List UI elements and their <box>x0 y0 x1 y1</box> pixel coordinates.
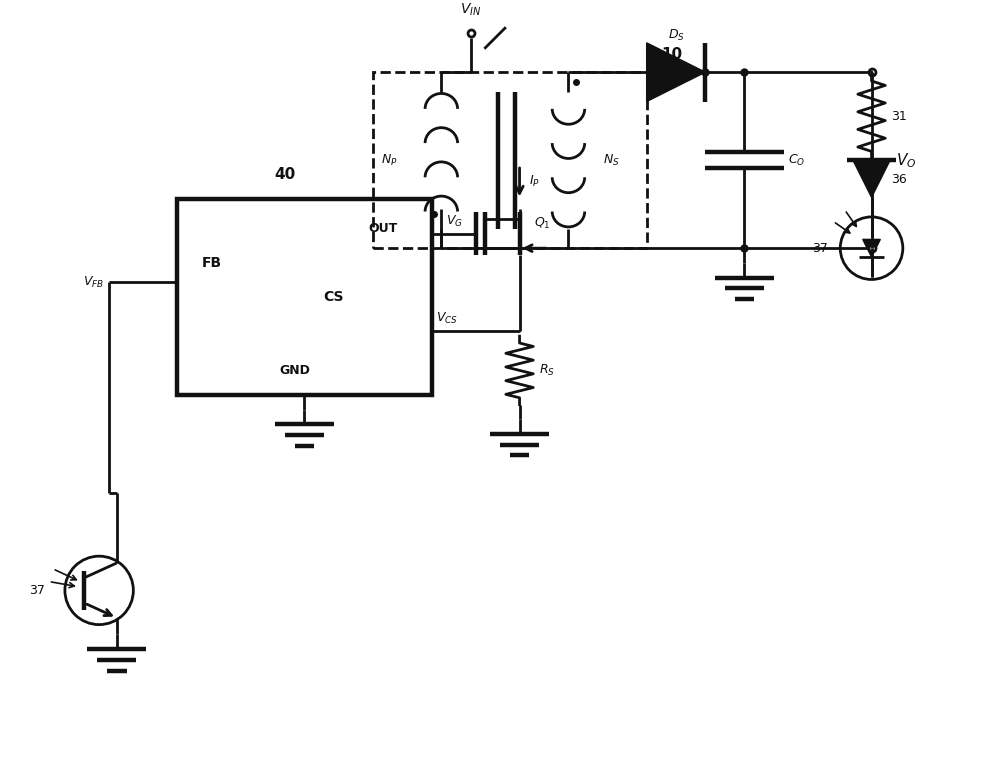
Polygon shape <box>863 240 880 257</box>
Text: $I_P$: $I_P$ <box>529 174 540 190</box>
Text: 37: 37 <box>812 242 828 255</box>
Text: CS: CS <box>324 290 344 304</box>
Text: GND: GND <box>279 364 310 377</box>
Text: $V_{IN}$: $V_{IN}$ <box>460 2 481 18</box>
Text: 37: 37 <box>29 584 45 597</box>
Text: $V_{CS}$: $V_{CS}$ <box>436 312 458 327</box>
Text: 10: 10 <box>661 48 682 62</box>
Text: 40: 40 <box>274 167 296 182</box>
Text: FB: FB <box>202 256 222 270</box>
Text: 31: 31 <box>891 110 907 123</box>
Bar <box>373 72 647 248</box>
Bar <box>177 199 432 395</box>
Text: $V_{FB}$: $V_{FB}$ <box>83 275 104 290</box>
Text: $N_P$: $N_P$ <box>381 152 397 168</box>
Text: $N_S$: $N_S$ <box>603 152 619 168</box>
Text: OUT: OUT <box>368 222 397 235</box>
Text: $R_S$: $R_S$ <box>539 363 555 378</box>
Text: $C_O$: $C_O$ <box>788 152 806 168</box>
Text: 36: 36 <box>891 174 907 186</box>
Text: $Q_1$: $Q_1$ <box>534 215 551 230</box>
Polygon shape <box>853 160 890 197</box>
Text: $D_S$: $D_S$ <box>668 28 684 43</box>
Polygon shape <box>647 43 705 102</box>
Text: $V_O$: $V_O$ <box>896 151 916 170</box>
Text: $V_G$: $V_G$ <box>446 214 463 229</box>
